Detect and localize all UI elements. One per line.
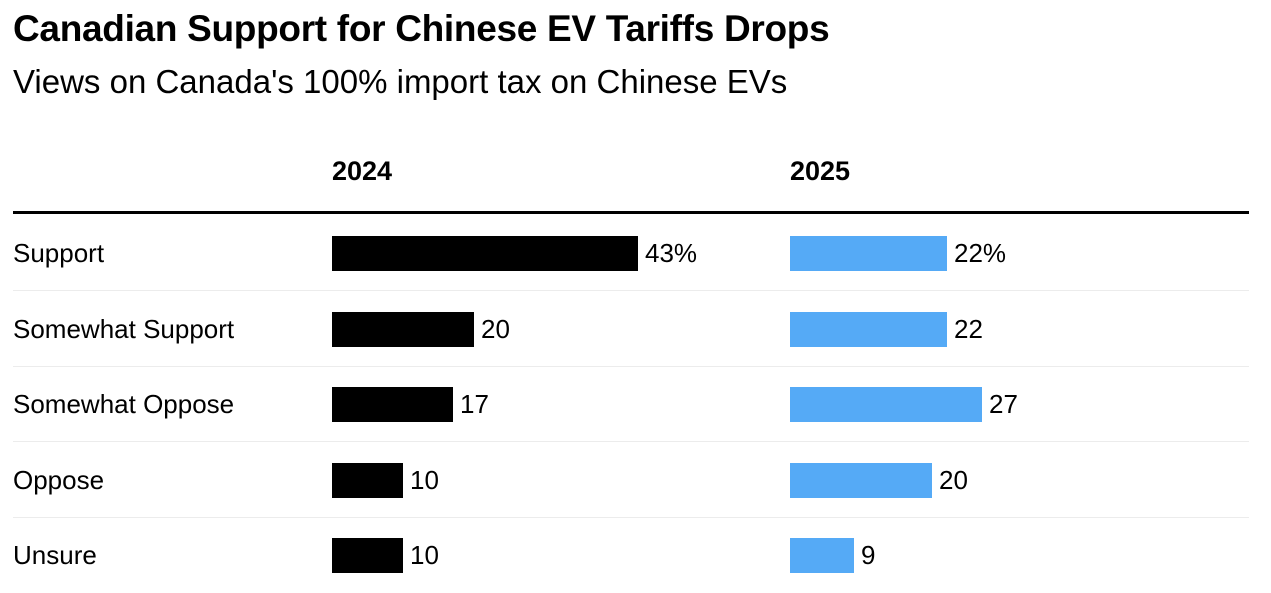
row-divider [13, 290, 1249, 291]
header-rule [13, 211, 1249, 214]
data-label-2025-support: 22% [954, 238, 1007, 268]
category-label: Somewhat Support [13, 313, 235, 344]
bar-2024-oppose [332, 462, 403, 498]
table-row: Support 43% 22% [13, 216, 1249, 291]
bar-2024-unsure [332, 538, 403, 573]
bar-2024-somewhat-support [332, 311, 474, 347]
data-label-2024-somewhat-support: 20 [481, 313, 510, 344]
bar-2025-somewhat-oppose [790, 387, 982, 422]
row-divider [13, 441, 1249, 442]
bar-2025-oppose [790, 462, 932, 498]
data-label-2025-somewhat-support: 22 [954, 313, 983, 344]
table-row: Oppose 10 20 [13, 443, 1249, 518]
bar-2024-support [332, 236, 638, 271]
category-label: Somewhat Oppose [13, 389, 235, 419]
table-row: Unsure 10 9 [13, 518, 1249, 593]
category-label: Oppose [13, 464, 105, 495]
data-label-2025-somewhat-oppose: 27 [989, 389, 1018, 419]
data-label-2024-somewhat-oppose: 17 [460, 389, 489, 419]
bar-2024-somewhat-oppose [332, 387, 453, 422]
table-row: Somewhat Support 20 22 [13, 292, 1249, 367]
bar-2025-somewhat-support [790, 311, 947, 347]
bar-2025-support [790, 236, 947, 271]
category-label: Support [13, 238, 105, 268]
table-row: Somewhat Oppose 17 27 [13, 367, 1249, 442]
row-divider [13, 365, 1249, 367]
column-header-2024: 2024 [332, 156, 393, 186]
chart-title: Canadian Support for Chinese EV Tariffs … [13, 8, 830, 49]
row-divider [13, 516, 1249, 518]
data-label-2024-oppose: 10 [410, 464, 439, 495]
chart-subtitle: Views on Canada's 100% import tax on Chi… [13, 63, 788, 100]
data-label-2024-unsure: 10 [410, 540, 439, 570]
category-label: Unsure [13, 540, 97, 570]
data-label-2025-oppose: 20 [939, 464, 968, 495]
bar-2025-unsure [790, 538, 854, 573]
column-header-2025: 2025 [790, 156, 851, 186]
data-label-2025-unsure: 9 [861, 540, 876, 570]
data-label-2024-support: 43% [645, 238, 698, 268]
